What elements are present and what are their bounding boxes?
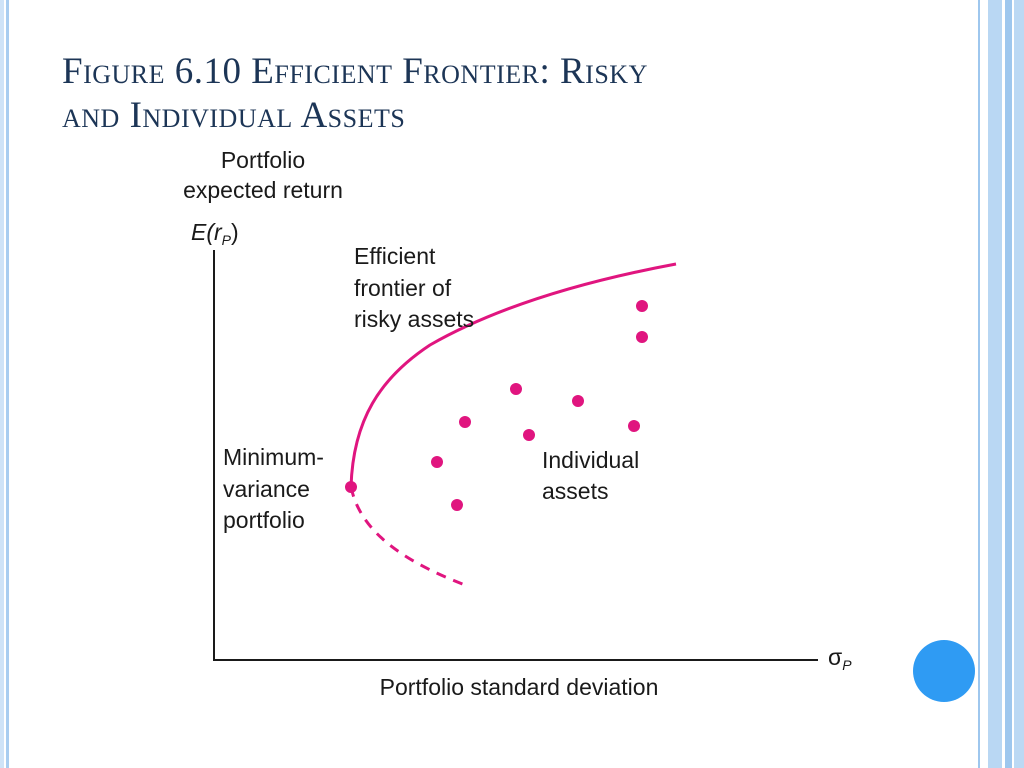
asset-point	[636, 300, 648, 312]
y-axis-symbol-close: )	[231, 219, 239, 245]
asset-point	[572, 395, 584, 407]
mvp-label-line-2: variance	[223, 476, 310, 502]
assets-label-line-1: Individual	[542, 447, 639, 473]
frontier-label-line-1: Efficient	[354, 243, 436, 269]
x-axis-symbol: σP	[828, 644, 852, 673]
slide-title: Figure 6.10 Efficient Frontier: Risky an…	[62, 50, 882, 138]
asset-point	[628, 420, 640, 432]
frontier-label-line-3: risky assets	[354, 306, 474, 332]
mvp-label-line-3: portfolio	[223, 507, 305, 533]
x-axis-symbol-main: σ	[828, 644, 842, 670]
inefficient-frontier-curve	[349, 486, 466, 587]
right-border-decoration	[976, 0, 1024, 768]
efficient-frontier-curve	[349, 262, 677, 488]
accent-circle	[913, 640, 975, 702]
y-axis-title-line-2: expected return	[183, 177, 343, 203]
x-axis-symbol-sub: P	[842, 657, 852, 673]
assets-label-line-2: assets	[542, 478, 608, 504]
left-border-decoration	[0, 0, 9, 768]
slide-title-line-2: and Individual Assets	[62, 95, 406, 136]
y-axis-title-line-1: Portfolio	[221, 147, 305, 173]
slide-title-line-1: Figure 6.10 Efficient Frontier: Risky	[62, 51, 648, 92]
asset-point	[636, 331, 648, 343]
asset-point	[510, 383, 522, 395]
frontier-label-line-2: frontier of	[354, 275, 452, 301]
asset-point	[451, 499, 463, 511]
y-axis-symbol-main: E(r	[191, 219, 223, 245]
asset-point	[523, 429, 535, 441]
x-axis-title: Portfolio standard deviation	[380, 674, 659, 700]
minimum-variance-point	[345, 481, 357, 493]
mvp-label-line-1: Minimum-	[223, 444, 324, 470]
y-axis-symbol: E(rP)	[191, 219, 239, 248]
individual-assets-group	[431, 300, 648, 511]
asset-point	[459, 416, 471, 428]
asset-point	[431, 456, 443, 468]
y-axis-symbol-sub: P	[222, 232, 232, 248]
